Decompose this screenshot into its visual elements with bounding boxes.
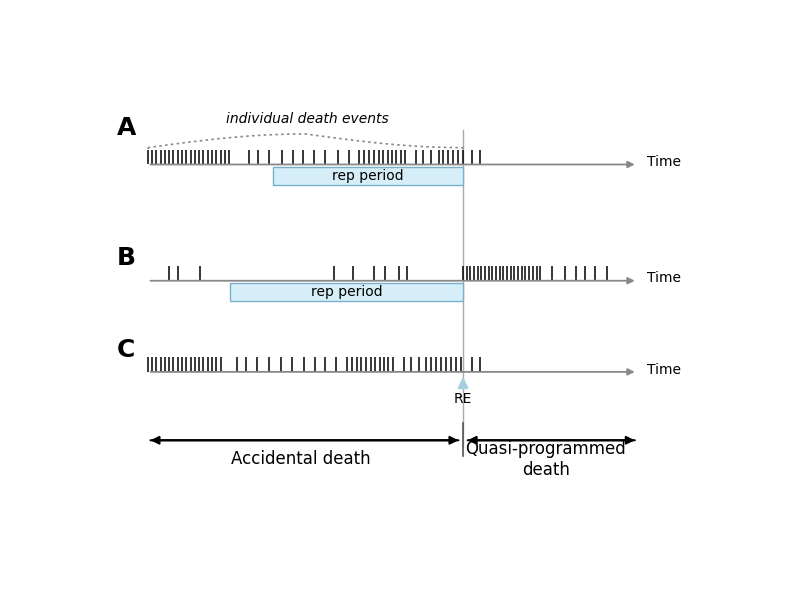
Text: A: A	[117, 116, 136, 140]
Bar	[273, 167, 463, 185]
Text: Time: Time	[647, 155, 681, 169]
Text: rep period: rep period	[311, 285, 382, 299]
Text: rep period: rep period	[333, 169, 404, 183]
Text: C: C	[117, 338, 136, 362]
Text: individual death events: individual death events	[225, 112, 389, 126]
Text: Time: Time	[647, 272, 681, 285]
Text: RE: RE	[453, 392, 472, 406]
Bar	[231, 283, 463, 301]
Text: B: B	[117, 246, 136, 270]
Text: Time: Time	[647, 363, 681, 377]
Text: Accidental death: Accidental death	[231, 449, 371, 468]
Text: Quasi-programmed
death: Quasi-programmed death	[465, 440, 626, 479]
